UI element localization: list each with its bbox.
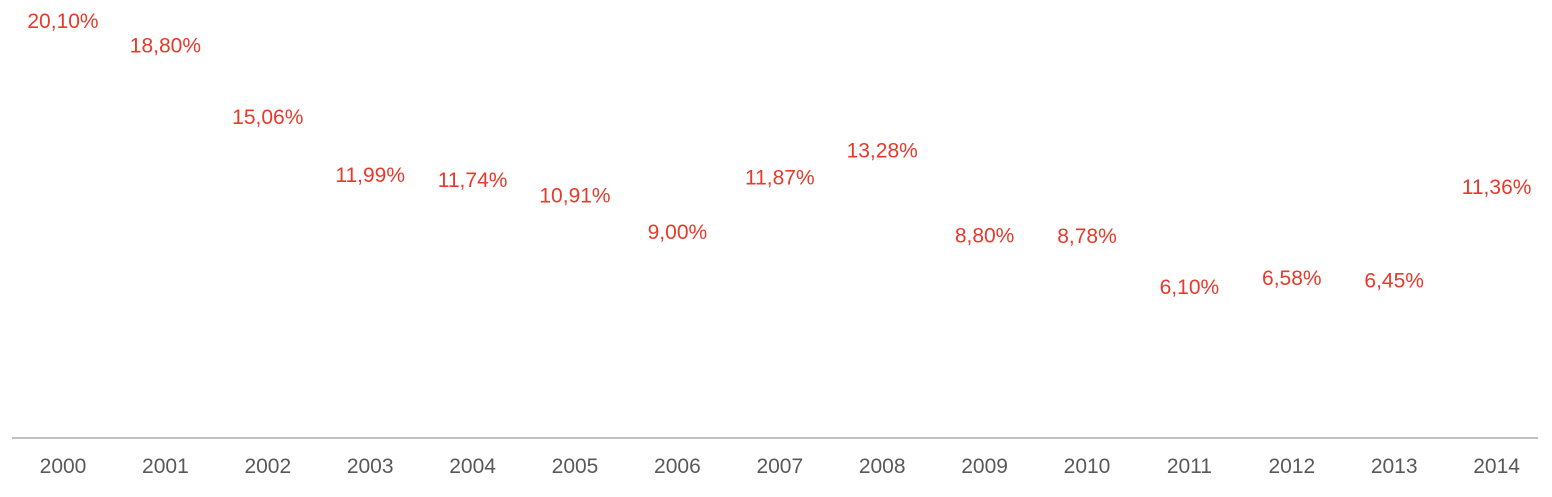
x-tick-label: 2004 bbox=[449, 455, 496, 478]
x-tick-label: 2000 bbox=[40, 455, 87, 478]
data-label: 18,80% bbox=[130, 35, 201, 58]
x-tick-label: 2002 bbox=[244, 455, 291, 478]
data-label: 11,74% bbox=[438, 169, 508, 192]
x-axis-tick-labels: 2000 2001 2002 2003 2004 2005 2006 2007 2008 2009… bbox=[40, 455, 1521, 478]
x-tick-label: 2001 bbox=[142, 455, 189, 478]
x-tick-label: 2013 bbox=[1371, 455, 1418, 478]
x-tick-label: 2003 bbox=[347, 455, 394, 478]
data-label: 11,36% bbox=[1462, 176, 1532, 199]
data-label: 11,87% bbox=[745, 166, 815, 189]
data-label: 15,06% bbox=[232, 106, 303, 129]
x-tick-label: 2005 bbox=[552, 455, 599, 478]
data-label: 13,28% bbox=[847, 140, 918, 163]
x-tick-label: 2010 bbox=[1064, 455, 1111, 478]
x-tick-label: 2012 bbox=[1268, 455, 1315, 478]
data-labels: 20,10% 18,80% 15,06% 11,99% 11,74% 10,91% 9,00… bbox=[27, 10, 1531, 299]
x-tick-label: 2006 bbox=[654, 455, 701, 478]
data-label: 9,00% bbox=[648, 221, 708, 244]
data-label: 8,80% bbox=[955, 225, 1015, 248]
data-label: 10,91% bbox=[539, 185, 610, 208]
x-tick-label: 2014 bbox=[1473, 455, 1520, 478]
data-label: 11,99% bbox=[335, 164, 405, 187]
data-label: 6,58% bbox=[1262, 267, 1322, 290]
data-label: 6,45% bbox=[1364, 269, 1424, 292]
x-tick-label: 2008 bbox=[859, 455, 906, 478]
data-label: 20,10% bbox=[27, 10, 98, 33]
x-tick-label: 2009 bbox=[961, 455, 1008, 478]
data-label: 8,78% bbox=[1057, 225, 1117, 248]
x-tick-label: 2011 bbox=[1167, 455, 1212, 478]
x-tick-label: 2007 bbox=[756, 455, 803, 478]
data-label: 6,10% bbox=[1160, 276, 1220, 299]
